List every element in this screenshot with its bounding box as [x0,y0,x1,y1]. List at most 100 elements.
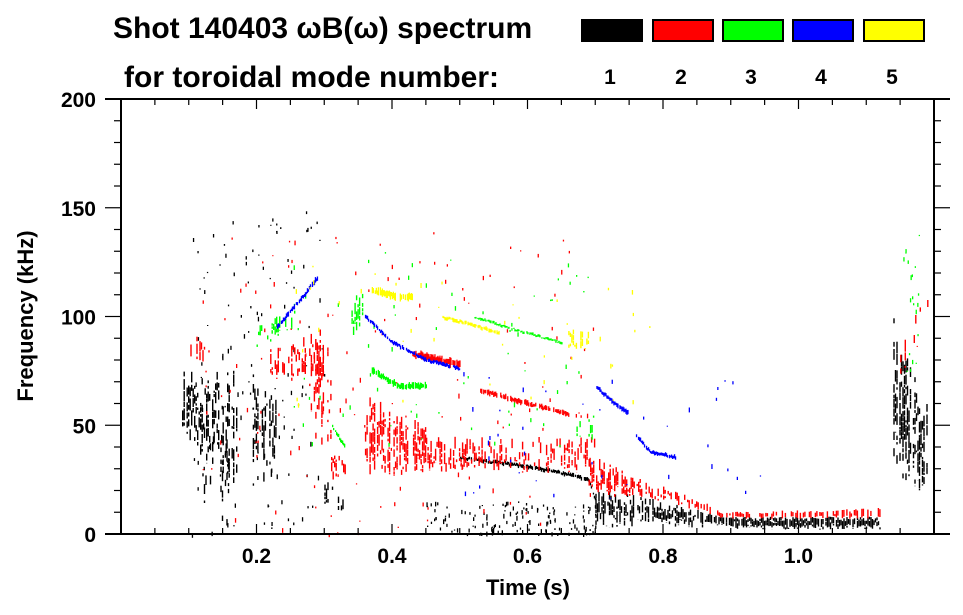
spectral-pixel [739,512,742,517]
spectral-pixel [450,357,452,365]
spectral-pixel [183,371,185,377]
spectral-pixel [465,320,467,324]
spectral-pixel [499,409,501,412]
spectral-pixel [439,361,442,365]
spectral-pixel [291,317,293,327]
spectral-pixel [644,507,647,511]
spectral-pixel [339,437,341,441]
spectral-pixel [384,465,386,473]
spectral-pixel [625,514,627,516]
spectral-pixel [906,367,909,371]
spectral-pixel [552,469,555,473]
spectral-pixel [291,363,293,376]
spectral-pixel [556,470,559,474]
spectral-pixel [364,425,366,428]
spectral-pixel [600,479,602,490]
spectral-pixel [390,340,393,343]
spectral-pixel [666,455,669,458]
spectral-pixel [496,323,498,326]
spectral-pixel [604,501,606,507]
spectral-pixel [479,325,481,328]
spectral-pixel [575,464,578,471]
spectral-pixel [852,519,854,528]
spectral-pixel [206,393,208,399]
spectral-pixel [766,517,769,523]
spectral-pixel [917,302,919,307]
spectral-pixel [270,420,273,426]
spectral-pixel [468,528,470,533]
spectral-pixel [406,440,409,450]
spectral-pixel [903,375,906,385]
spectral-pixel [333,428,335,431]
spectral-pixel [526,331,528,334]
spectral-pixel [509,457,512,468]
spectral-pixel [544,469,547,471]
spectral-pixel [912,465,915,468]
spectral-pixel [610,363,612,369]
spectral-pixel [568,456,570,463]
spectral-pixel [608,396,610,400]
spectral-pixel [377,287,379,296]
spectral-pixel [472,324,474,327]
spectral-pixel [490,390,492,394]
spectral-pixel [530,396,532,400]
spectral-pixel [388,338,391,341]
spectral-pixel [541,337,543,339]
spectral-pixel [572,335,575,340]
spectral-pixel [525,512,527,515]
spectral-pixel [808,511,811,518]
spectral-pixel [252,449,255,457]
spectral-pixel [216,423,218,429]
spectral-pixel [396,382,398,384]
spectral-pixel [387,291,389,296]
spectral-pixel [456,359,458,368]
spectral-pixel [293,304,296,310]
spectral-pixel [376,290,378,295]
spectral-pixel [510,462,513,467]
spectral-pixel [460,457,463,460]
spectral-pixel [718,517,720,525]
spectral-pixel [870,517,872,528]
spectral-pixel [336,242,338,244]
spectral-pixel [475,452,477,461]
spectral-pixel [576,433,578,437]
feature-line [364,314,461,371]
spectral-pixel [398,384,400,389]
spectral-pixel [663,495,665,500]
spectral-pixel [853,510,856,516]
spectral-pixel [404,385,406,389]
spectral-pixel [685,512,687,522]
spectral-pixel [262,261,264,264]
spectral-pixel [604,392,606,396]
spectral-pixel [527,465,530,470]
spectral-pixel [233,370,235,374]
spectral-pixel [518,329,520,332]
spectral-pixel [766,522,769,526]
spectral-pixel [463,372,465,377]
spectral-pixel [601,474,603,479]
spectral-pixel [456,319,458,323]
spectral-pixel [566,381,568,385]
spectral-pixel [718,512,721,517]
spectral-pixel [372,457,374,461]
spectral-pixel [620,406,622,409]
spectral-pixel [538,437,540,443]
spectral-pixel [775,522,778,526]
spectral-pixel [186,421,188,428]
feature-band [900,300,929,374]
spectral-pixel [424,353,426,359]
spectral-pixel [309,286,311,290]
spectral-pixel [427,452,429,461]
spectral-pixel [312,363,314,372]
spectral-pixel [439,462,441,465]
spectral-pixel [206,415,208,427]
spectral-pixel [909,394,912,402]
spectral-pixel [334,461,336,468]
spectral-pixel [902,448,904,453]
spectral-pixel [559,438,561,448]
spectral-pixel [478,446,480,451]
spectral-pixel [921,467,924,475]
spectral-pixel [664,489,666,494]
spectral-pixel [388,290,390,297]
spectral-pixel [395,282,397,286]
